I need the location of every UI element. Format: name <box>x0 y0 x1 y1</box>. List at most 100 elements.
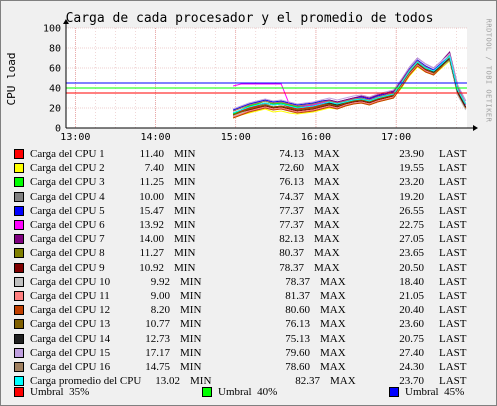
legend-min-label: MIN <box>174 148 196 160</box>
legend-max-label: MAX <box>314 233 340 246</box>
legend-last-value: 23.60 <box>399 318 424 331</box>
x-tick-label-1: 14:00 <box>141 132 171 143</box>
threshold-legend-row: Umbral 35% Umbral 40% Umbral 45% <box>14 385 484 399</box>
legend-max-label: MAX <box>320 275 346 288</box>
legend-max-value: 78.37 <box>279 261 304 274</box>
legend-last-label: LAST <box>439 332 467 345</box>
legend-max-label: MAX <box>314 261 340 274</box>
legend-max-label: MAX <box>320 304 346 317</box>
legend-min-label: MIN <box>174 219 196 231</box>
legend-min-label: MIN <box>180 275 202 288</box>
y-tick-label-4: 80 <box>49 44 61 55</box>
x-tick-label-3: 16:00 <box>301 132 331 143</box>
legend-min-value: 9.00 <box>150 290 170 302</box>
y-axis-arrow <box>63 19 69 24</box>
legend-max-value: 80.37 <box>279 247 304 260</box>
threshold-swatch <box>14 387 24 397</box>
legend-series-name: Carga del CPU 1 <box>30 148 105 160</box>
legend-last-label: LAST <box>439 261 467 274</box>
legend-min-label: MIN <box>190 375 212 388</box>
y-tick-label-1: 20 <box>49 104 61 115</box>
threshold-label: Umbral 40% <box>218 386 278 398</box>
legend-min-label: MIN <box>174 176 196 189</box>
legend-swatch <box>14 347 24 358</box>
legend-max-label: MAX <box>314 204 340 217</box>
legend-last-label: LAST <box>439 290 467 302</box>
legend-max-label: MAX <box>314 219 340 231</box>
legend-swatch <box>14 291 24 301</box>
legend-last-label: LAST <box>439 190 467 203</box>
threshold-label: Umbral 35% <box>30 386 90 398</box>
legend-max-value: 77.37 <box>279 204 304 217</box>
legend-last-value: 20.50 <box>399 261 424 274</box>
legend-swatch <box>14 177 24 188</box>
legend-last-label: LAST <box>439 375 467 388</box>
legend-swatch <box>14 220 24 230</box>
legend-min-label: MIN <box>180 290 202 302</box>
y-tick-label-0: 0 <box>55 124 61 135</box>
legend-max-value: 75.13 <box>285 332 310 345</box>
legend-max-value: 82.13 <box>279 233 304 246</box>
legend-max-label: MAX <box>330 375 356 388</box>
legend-min-label: MIN <box>180 361 202 373</box>
legend-max-value: 81.37 <box>285 290 310 302</box>
legend-row: Carga del CPU 14 12.73 MIN 75.13 MAX 20.75 LAS… <box>14 332 484 346</box>
legend-swatch <box>14 163 24 174</box>
x-tick-label-4: 17:00 <box>381 132 411 143</box>
legend-min-value: 9.92 <box>150 275 170 288</box>
legend-min-label: MIN <box>180 332 202 345</box>
legend-min-label: MIN <box>174 204 196 217</box>
legend-last-label: LAST <box>439 176 467 189</box>
legend-max-label: MAX <box>314 247 340 260</box>
legend-series-name: Carga del CPU 9 <box>30 261 105 274</box>
legend-min-value: 14.75 <box>145 361 170 373</box>
series-line-12 <box>232 55 467 119</box>
legend-last-value: 23.65 <box>399 247 424 260</box>
legend-min-value: 17.17 <box>145 346 170 359</box>
legend-last-value: 23.70 <box>399 375 424 388</box>
legend-max-value: 74.37 <box>279 190 304 203</box>
legend-last-label: LAST <box>439 275 467 288</box>
legend-row: Carga del CPU 10 9.92 MIN 78.37 MAX 18.40 LAST <box>14 275 484 289</box>
threshold-swatch <box>202 387 212 397</box>
legend-last-label: LAST <box>439 318 467 331</box>
legend-max-label: MAX <box>320 290 346 302</box>
legend-max-value: 80.60 <box>285 304 310 317</box>
legend-row: Carga del CPU 7 14.00 MIN 82.13 MAX 27.05 LAST <box>14 232 484 246</box>
legend-last-value: 20.75 <box>399 332 424 345</box>
legend-max-label: MAX <box>320 332 346 345</box>
legend-swatch <box>14 149 24 159</box>
legend-min-value: 12.73 <box>145 332 170 345</box>
x-tick-label-0: 13:00 <box>60 132 90 143</box>
legend-last-label: LAST <box>439 219 467 231</box>
y-tick-label-2: 40 <box>49 84 61 95</box>
legend-last-value: 19.55 <box>399 162 424 175</box>
legend-series-name: Carga del CPU 6 <box>30 219 105 231</box>
y-tick-label-3: 60 <box>49 64 61 75</box>
legend-last-label: LAST <box>439 148 467 160</box>
legend-last-label: LAST <box>439 204 467 217</box>
legend-row: Carga del CPU 12 8.20 MIN 80.60 MAX 20.40 LAST <box>14 303 484 317</box>
legend-row: Carga del CPU 4 10.00 MIN 74.37 MAX 19.20 LAST <box>14 190 484 204</box>
legend-swatch <box>14 262 24 273</box>
legend-last-label: LAST <box>439 346 467 359</box>
legend-min-value: 10.00 <box>139 190 164 203</box>
legend-max-label: MAX <box>314 176 340 189</box>
legend-max-value: 74.13 <box>279 148 304 160</box>
series-line-11 <box>232 54 467 118</box>
legend-last-value: 20.40 <box>399 304 424 317</box>
legend-max-label: MAX <box>320 361 346 373</box>
legend-max-label: MAX <box>314 148 340 160</box>
legend-max-label: MAX <box>320 346 346 359</box>
legend-series-name: Carga del CPU 7 <box>30 233 105 246</box>
plot-background <box>66 28 467 128</box>
series-line-9 <box>232 57 467 116</box>
legend-max-value: 72.60 <box>279 162 304 175</box>
legend-last-label: LAST <box>439 162 467 175</box>
legend-row: Carga del CPU 11 9.00 MIN 81.37 MAX 21.05 LAST <box>14 289 484 303</box>
legend-min-value: 15.47 <box>139 204 164 217</box>
x-axis-arrow <box>473 125 478 131</box>
chart-title: Carga de cada procesador y el promedio d… <box>65 11 434 26</box>
legend-max-value: 76.13 <box>285 318 310 331</box>
legend-min-label: MIN <box>174 247 196 260</box>
